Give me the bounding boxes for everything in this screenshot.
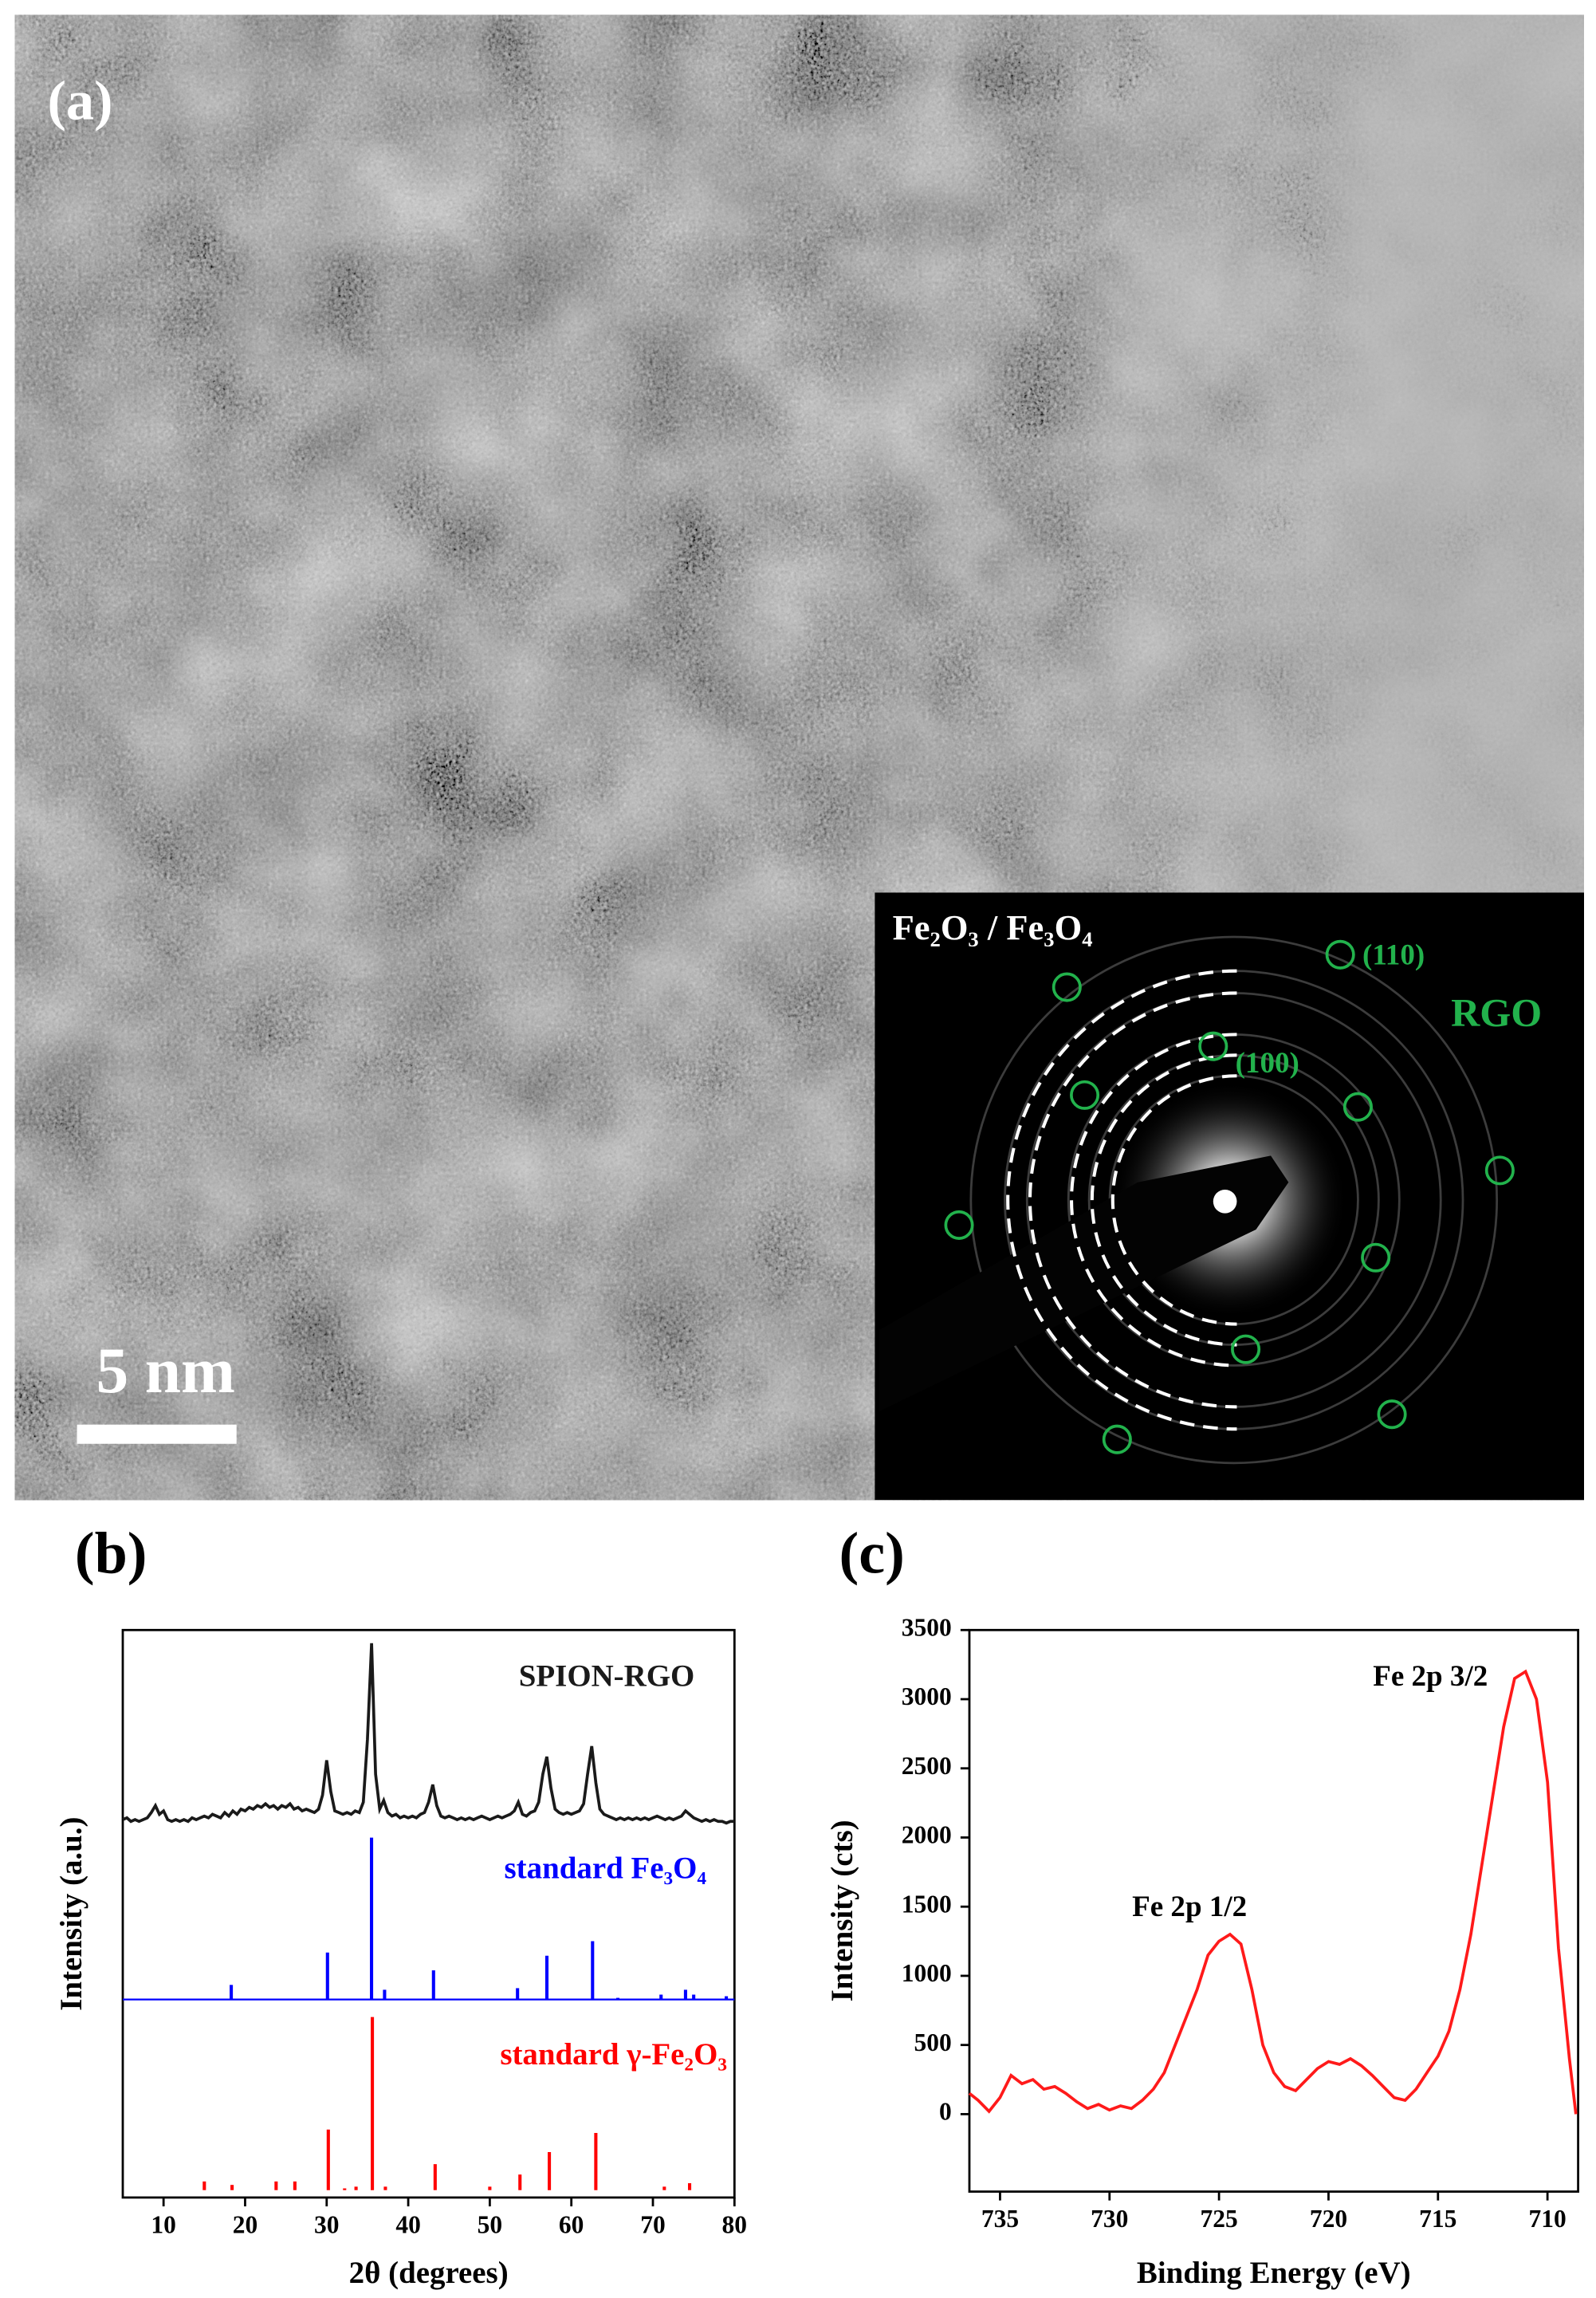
y-tick-label: 0 bbox=[939, 2098, 952, 2126]
x-tick-label: 60 bbox=[559, 2210, 584, 2238]
x-tick-label: 710 bbox=[1529, 2205, 1567, 2233]
inset-title: Fe₂O₃ / Fe₃O₄ bbox=[893, 907, 1093, 947]
y-tick-label: 3500 bbox=[902, 1614, 952, 1642]
y-tick-label: 1000 bbox=[902, 1959, 952, 1987]
y-tick-label: 3000 bbox=[902, 1682, 952, 1710]
spot-circles bbox=[944, 939, 1515, 1454]
charts: (b) 10 20 30 40 50 60 70 80 2θ (degrees) Intensity… bbox=[54, 1521, 1579, 2290]
y-axis-label: Intensity (cts) bbox=[825, 1820, 859, 2001]
beam-spot bbox=[1213, 1189, 1237, 1214]
panel-label: (a) bbox=[47, 70, 112, 132]
x-tick-label: 40 bbox=[395, 2210, 421, 2238]
scale-bar-label: 5 nm bbox=[96, 1334, 235, 1407]
panel-label: (b) bbox=[75, 1521, 147, 1586]
spectrum-line bbox=[968, 1669, 1578, 2115]
series-label: standard Fe₃O₄ bbox=[505, 1851, 707, 1885]
plot-frame bbox=[121, 1628, 736, 2199]
x-tick-label: 50 bbox=[478, 2210, 503, 2238]
tem-edge bbox=[14, 14, 1584, 902]
panel-a: (a) 5 nm Fe₂O₃ / Fe₃O₄ (110) (100) RGO bbox=[14, 14, 1584, 1501]
x-tick-label: 10 bbox=[151, 2210, 176, 2238]
plot-frame bbox=[968, 1628, 1579, 2193]
y-tick-label: 2000 bbox=[902, 1821, 952, 1849]
panel-label: (c) bbox=[839, 1521, 905, 1586]
annotation: Fe 2p 3/2 bbox=[1373, 1660, 1488, 1693]
x-tick-label: 20 bbox=[233, 2210, 258, 2238]
spot-label: (100) bbox=[1236, 1047, 1299, 1080]
diffraction-inset: Fe₂O₃ / Fe₃O₄ (110) (100) RGO bbox=[875, 892, 1584, 1501]
beam-stop bbox=[879, 1155, 1289, 1411]
dashed-arcs bbox=[1006, 969, 1237, 1431]
scale-bar bbox=[77, 1424, 237, 1444]
spot-label: (110) bbox=[1362, 938, 1425, 971]
x-tick-label: 730 bbox=[1091, 2205, 1128, 2233]
inset-label: RGO bbox=[1451, 990, 1542, 1035]
x-tick-label: 80 bbox=[722, 2210, 748, 2238]
x-tick-label: 715 bbox=[1419, 2205, 1456, 2233]
x-tick-label: 735 bbox=[981, 2205, 1019, 2233]
y-tick-label: 2500 bbox=[902, 1752, 952, 1780]
y-tick-label: 1500 bbox=[902, 1890, 952, 1918]
y-axis-label: Intensity (a.u.) bbox=[54, 1817, 88, 2011]
y-tick-label: 500 bbox=[914, 2028, 952, 2056]
x-tick-label: 30 bbox=[314, 2210, 340, 2238]
x-axis-label: Binding Energy (eV) bbox=[1137, 2256, 1411, 2290]
x-axis-label: 2θ (degrees) bbox=[349, 2256, 509, 2290]
x-tick-label: 720 bbox=[1310, 2205, 1347, 2233]
series-label: SPION-RGO bbox=[519, 1659, 694, 1693]
annotation: Fe 2p 1/2 bbox=[1132, 1891, 1247, 1923]
series-label: standard γ-Fe₂O₃ bbox=[500, 2037, 727, 2072]
x-tick-label: 725 bbox=[1200, 2205, 1237, 2233]
x-tick-label: 70 bbox=[640, 2210, 666, 2238]
pattern-line bbox=[122, 1643, 735, 1825]
